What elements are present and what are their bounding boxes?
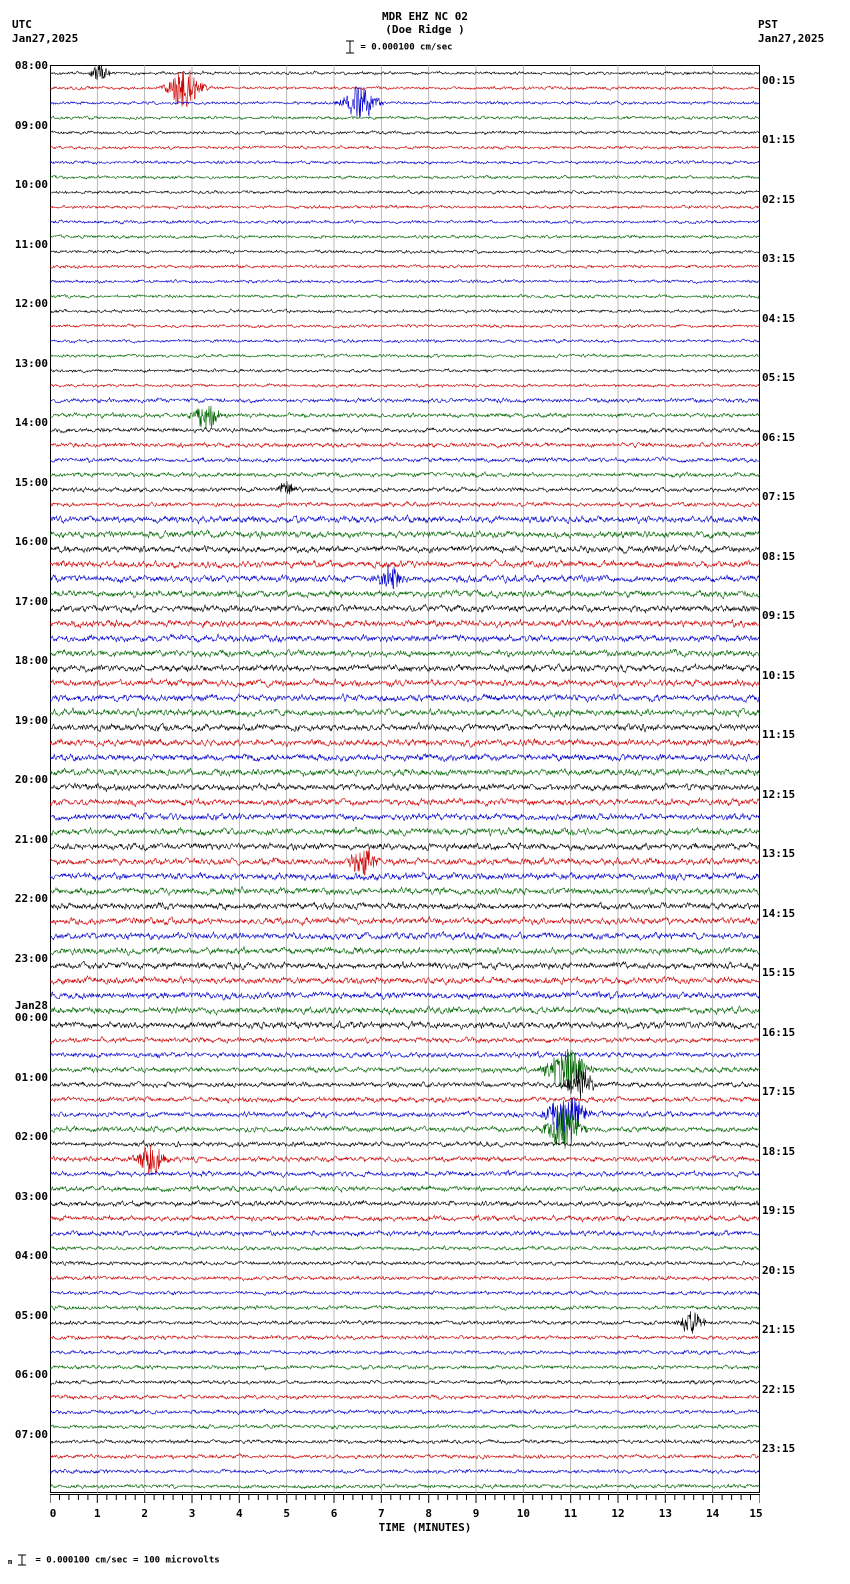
y-tick-label-utc: 02:00 [14, 1130, 48, 1143]
header-right-date: Jan27,2025 [758, 32, 825, 45]
x-axis-ticks [49, 1494, 761, 1503]
x-tick-label: 7 [378, 1507, 385, 1520]
y-tick-label-pst: 01:15 [762, 133, 796, 147]
header-left-date: Jan27,2025 [12, 32, 79, 45]
y-tick-label-utc: 09:00 [14, 118, 48, 132]
y-tick-label-utc: 07:00 [14, 1427, 48, 1441]
footer-scale-icon: m [8, 1554, 26, 1566]
y-tick-label-utc: 23:00 [14, 951, 48, 965]
y-tick-label-pst: 11:15 [762, 728, 796, 742]
header-left-timezone: UTC [12, 18, 32, 31]
y-tick-label-pst: 18:15 [762, 1144, 796, 1158]
header-right-timezone: PST [758, 18, 778, 31]
x-tick-label: 15 [749, 1507, 763, 1520]
footer-scale-label: = 0.000100 cm/sec = 100 microvolts [35, 1555, 220, 1566]
y-tick-label-pst: 07:15 [762, 490, 796, 504]
y-tick-label-utc: 13:00 [14, 356, 48, 370]
y-tick-label-utc: Jan28 [14, 999, 48, 1012]
y-tick-label-utc: 00:00 [14, 1011, 48, 1024]
y-tick-label-pst: 12:15 [762, 787, 796, 801]
y-tick-label-utc: 05:00 [14, 1308, 48, 1322]
y-tick-label-utc: 16:00 [14, 535, 48, 548]
x-tick-label: 14 [706, 1507, 720, 1520]
header-left: UTC Jan27,2025 [12, 18, 78, 46]
x-tick-label: 6 [330, 1507, 338, 1520]
scale-bar: = 0.000100 cm/sec [345, 40, 453, 54]
y-tick-label-utc: 20:00 [14, 773, 48, 786]
scale-bar-icon [346, 40, 354, 54]
scale-bar-label: = 0.000100 cm/sec [360, 42, 453, 53]
x-axis: 0 1 2 3 4 5 6 7 8 9 10 11 12 13 14 15 [49, 1493, 763, 1527]
x-tick-label: 11 [564, 1507, 578, 1520]
footer-scale: m = 0.000100 cm/sec = 100 microvolts [8, 1554, 220, 1566]
y-axis-left-labels: 08:00 09:00 10:00 11:00 12:00 13:00 14:00 15:00… [0, 59, 48, 1493]
x-tick-label: 10 [516, 1507, 530, 1520]
y-tick-label-pst: 06:15 [762, 430, 796, 444]
y-tick-label-utc: 11:00 [14, 237, 48, 251]
y-tick-label-pst: 05:15 [762, 371, 796, 385]
x-tick-label: 3 [188, 1507, 196, 1520]
x-axis-title: TIME (MINUTES) [378, 1521, 472, 1534]
y-tick-label-utc: 08:00 [14, 59, 48, 72]
y-tick-label-utc: 21:00 [14, 832, 48, 846]
x-tick-label: 5 [283, 1507, 290, 1520]
svg-text:m: m [8, 1558, 12, 1566]
y-tick-label-pst: 04:15 [762, 311, 796, 325]
y-axis-right-labels: 00:15 01:15 02:15 03:15 04:15 05:15 06:15 07:15… [762, 65, 848, 1493]
y-tick-label-pst: 10:15 [762, 668, 796, 682]
y-tick-label-utc: 18:00 [14, 654, 48, 667]
station-code: MDR EHZ NC 02 [381, 10, 469, 23]
y-tick-label-utc: 04:00 [14, 1249, 48, 1262]
x-axis-tick-labels: 0 1 2 3 4 5 6 7 8 9 10 11 12 13 14 15 [49, 1507, 763, 1521]
y-tick-label-utc: 15:00 [14, 475, 48, 489]
y-tick-label-pst: 22:15 [762, 1382, 796, 1396]
y-tick-label-pst: 21:15 [762, 1323, 796, 1337]
y-tick-label-utc: 06:00 [14, 1368, 48, 1381]
x-tick-label: 8 [425, 1507, 432, 1520]
header-right: PST Jan27,2025 [758, 18, 824, 46]
y-tick-label-utc: 19:00 [14, 713, 48, 727]
y-tick-label-pst: 19:15 [762, 1204, 796, 1218]
x-tick-label: 1 [94, 1507, 101, 1520]
y-tick-label-utc: 17:00 [14, 594, 48, 608]
y-tick-label-pst: 00:15 [762, 73, 796, 87]
y-tick-label-utc: 01:00 [14, 1070, 48, 1084]
y-tick-label-pst: 02:15 [762, 192, 796, 206]
x-tick-label: 12 [611, 1507, 625, 1520]
station-name: (Doe Ridge ) [385, 23, 465, 36]
x-tick-label: 2 [141, 1507, 148, 1520]
x-tick-label: 9 [472, 1507, 480, 1520]
y-tick-label-pst: 15:15 [762, 966, 796, 980]
y-tick-label-pst: 16:15 [762, 1025, 796, 1039]
y-tick-label-pst: 13:15 [762, 847, 796, 861]
y-tick-label-pst: 17:15 [762, 1085, 796, 1099]
y-tick-label-pst: 20:15 [762, 1263, 796, 1277]
y-tick-label-utc: 14:00 [14, 416, 48, 429]
y-tick-label-pst: 23:15 [762, 1442, 796, 1456]
x-tick-label: 4 [236, 1507, 243, 1520]
y-tick-label-pst: 08:15 [762, 549, 796, 563]
y-tick-label-pst: 03:15 [762, 252, 796, 266]
x-tick-label: 13 [658, 1507, 672, 1520]
y-tick-label-utc: 03:00 [14, 1189, 48, 1203]
helicorder-plot [50, 65, 760, 1493]
y-tick-label-utc: 12:00 [14, 297, 48, 310]
y-tick-label-pst: 09:15 [762, 609, 796, 623]
y-tick-label-utc: 10:00 [14, 178, 48, 191]
y-tick-label-pst: 14:15 [762, 906, 796, 920]
y-tick-label-utc: 22:00 [14, 892, 48, 905]
chart-title: MDR EHZ NC 02 (Doe Ridge ) [0, 10, 850, 36]
x-tick-label: 0 [49, 1507, 57, 1520]
